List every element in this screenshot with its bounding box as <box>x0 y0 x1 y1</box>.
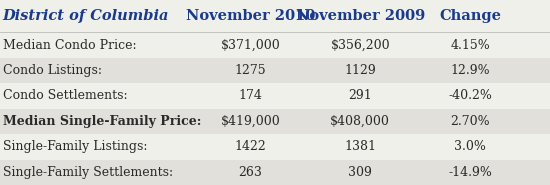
Bar <box>0 134 550 159</box>
Bar <box>0 83 550 109</box>
Text: -40.2%: -40.2% <box>448 90 492 102</box>
Text: Condo Listings:: Condo Listings: <box>3 64 102 77</box>
Text: 3.0%: 3.0% <box>454 140 486 153</box>
Text: November 2009: November 2009 <box>296 9 425 23</box>
Text: 174: 174 <box>238 90 262 102</box>
Text: 1422: 1422 <box>234 140 266 153</box>
Text: 12.9%: 12.9% <box>450 64 490 77</box>
Text: 263: 263 <box>238 166 262 179</box>
Text: 2.70%: 2.70% <box>450 115 490 128</box>
Bar <box>0 32 550 58</box>
Text: District of Columbia: District of Columbia <box>3 9 169 23</box>
Text: Single-Family Settlements:: Single-Family Settlements: <box>3 166 173 179</box>
Text: November 2010: November 2010 <box>185 9 315 23</box>
Text: $408,000: $408,000 <box>331 115 390 128</box>
Bar <box>0 0 550 32</box>
Text: -14.9%: -14.9% <box>448 166 492 179</box>
Text: 1129: 1129 <box>344 64 376 77</box>
Bar <box>0 58 550 83</box>
Text: $356,200: $356,200 <box>331 39 390 52</box>
Text: 4.15%: 4.15% <box>450 39 490 52</box>
Text: 309: 309 <box>348 166 372 179</box>
Text: $419,000: $419,000 <box>221 115 280 128</box>
Bar <box>0 159 550 185</box>
Text: Condo Settlements:: Condo Settlements: <box>3 90 128 102</box>
Text: 1381: 1381 <box>344 140 376 153</box>
Text: 291: 291 <box>348 90 372 102</box>
Text: $371,000: $371,000 <box>221 39 280 52</box>
Bar <box>0 109 550 134</box>
Text: Change: Change <box>439 9 501 23</box>
Text: Median Single-Family Price:: Median Single-Family Price: <box>3 115 201 128</box>
Text: 1275: 1275 <box>234 64 266 77</box>
Text: Single-Family Listings:: Single-Family Listings: <box>3 140 147 153</box>
Text: Median Condo Price:: Median Condo Price: <box>3 39 136 52</box>
